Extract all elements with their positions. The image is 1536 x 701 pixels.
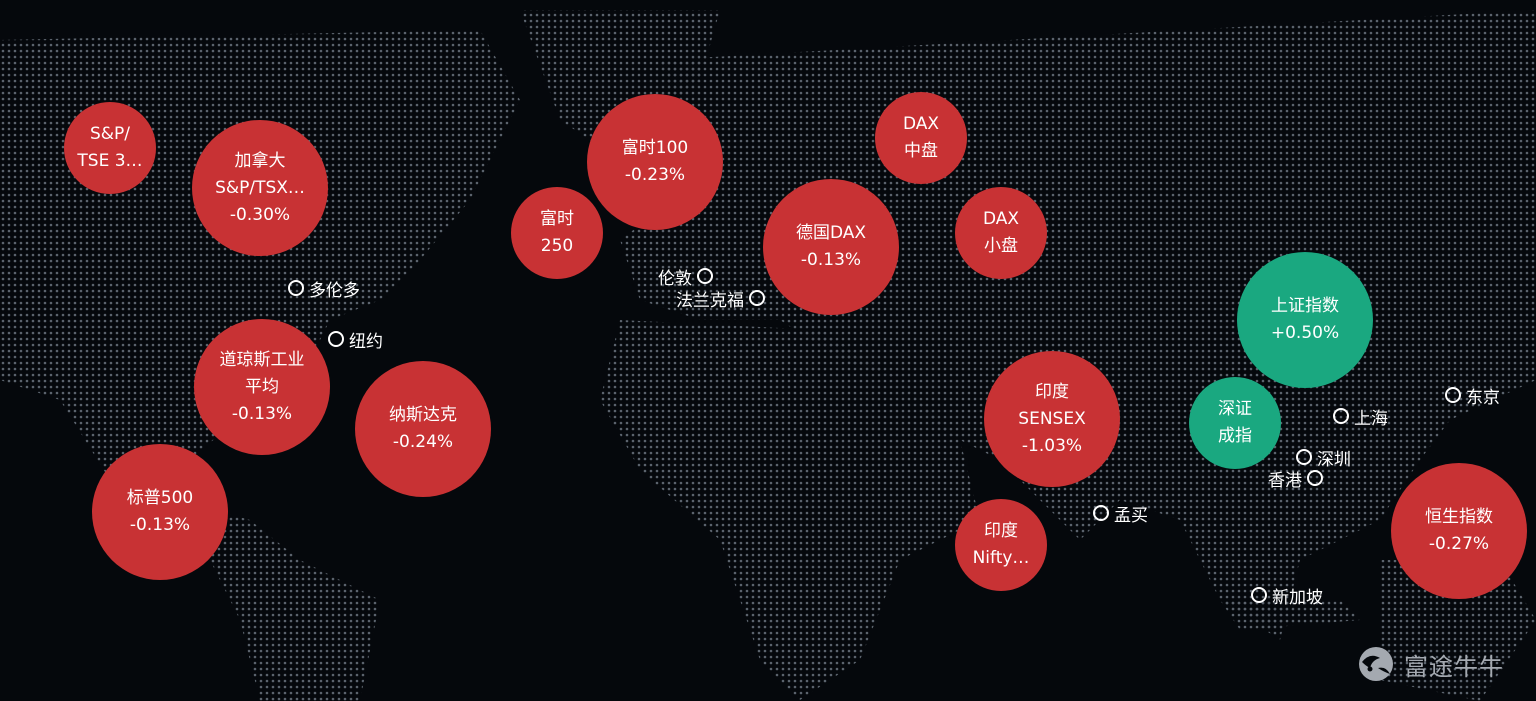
index-name: 平均 (245, 376, 279, 397)
city-dot-icon (1333, 408, 1349, 424)
index-bubble[interactable]: 印度 Nifty… (955, 499, 1047, 591)
index-name: TSE 3… (77, 151, 143, 171)
index-name: 印度 (984, 521, 1018, 541)
index-name: 小盘 (984, 236, 1018, 256)
index-name: SENSEX (1018, 408, 1086, 429)
index-name: 标普500 (126, 488, 194, 508)
city-dot-icon (1445, 387, 1461, 403)
city-label: 深圳 (1317, 449, 1351, 470)
city-marker[interactable]: 伦敦 (653, 264, 713, 289)
index-bubble[interactable]: 恒生指数 -0.27% (1391, 463, 1527, 599)
city-marker[interactable]: 深圳 (1296, 445, 1356, 470)
index-name: Nifty… (972, 548, 1030, 568)
city-marker[interactable]: 纽约 (328, 327, 388, 352)
index-bubble[interactable]: 深证 成指 (1189, 377, 1281, 469)
index-name: 恒生指数 (1425, 507, 1493, 527)
index-change: -0.27% (1428, 534, 1490, 554)
australia (1380, 560, 1536, 701)
africa (600, 320, 980, 700)
index-bubble[interactable]: DAX 中盘 (875, 92, 967, 184)
city-label: 上海 (1354, 408, 1388, 429)
index-bubble[interactable]: S&P/TSE 3… (64, 102, 156, 194)
city-marker[interactable]: 上海 (1333, 404, 1393, 429)
city-marker[interactable]: 多伦多 (288, 276, 365, 301)
city-label: 新加坡 (1272, 587, 1323, 608)
index-name: S&P/ (89, 124, 131, 144)
city-dot-icon (1251, 587, 1267, 603)
city-dot-icon (1296, 449, 1312, 465)
index-name: 道琼斯工业 (219, 349, 305, 370)
index-bubble[interactable]: 标普500 -0.13% (92, 444, 228, 580)
index-change: -0.23% (624, 165, 686, 185)
index-name: 纳斯达克 (389, 405, 457, 425)
index-bubble[interactable]: 道琼斯工业平均 -0.13% (194, 319, 330, 455)
futu-logo-icon (1359, 647, 1393, 681)
city-marker[interactable]: 新加坡 (1251, 583, 1328, 608)
index-name: 德国DAX (795, 223, 867, 243)
watermark-text: 富途牛牛 (1404, 652, 1504, 681)
index-change: -0.13% (231, 403, 293, 424)
index-change: -0.24% (392, 432, 454, 452)
index-name: DAX (982, 209, 1020, 229)
index-name: DAX (902, 114, 940, 134)
city-label: 伦敦 (658, 268, 692, 289)
index-bubble[interactable]: 德国DAX -0.13% (763, 179, 899, 315)
index-change: -0.30% (229, 204, 291, 225)
index-bubble[interactable]: DAX 小盘 (955, 187, 1047, 279)
index-name: 250 (540, 236, 574, 256)
index-name: 成指 (1218, 426, 1252, 446)
index-name: 上证指数 (1271, 296, 1339, 316)
watermark: 富途牛牛 (1356, 644, 1504, 684)
city-dot-icon (328, 331, 344, 347)
city-label: 东京 (1466, 387, 1500, 408)
index-name: 中盘 (904, 141, 938, 161)
city-dot-icon (1093, 505, 1109, 521)
index-bubble[interactable]: 印度 SENSEX -1.03% (984, 351, 1120, 487)
index-change: -0.13% (129, 515, 191, 535)
index-name: 深证 (1218, 399, 1252, 419)
city-dot-icon (288, 280, 304, 296)
index-bubble[interactable]: 上证指数 +0.50% (1237, 252, 1373, 388)
index-bubble[interactable]: 富时 250 (511, 187, 603, 279)
index-name: 富时100 (621, 138, 689, 158)
greenland (520, 10, 720, 160)
index-change: -1.03% (1021, 435, 1083, 456)
city-label: 纽约 (349, 331, 383, 352)
city-label: 孟买 (1114, 505, 1148, 526)
index-name: 加拿大 (234, 150, 286, 171)
eurasia (620, 10, 1536, 640)
city-label: 法兰克福 (676, 290, 744, 311)
city-label: 香港 (1268, 470, 1302, 491)
city-dot-icon (749, 290, 765, 306)
south-america (180, 500, 380, 701)
index-change: +0.50% (1270, 323, 1340, 343)
city-dot-icon (697, 268, 713, 284)
index-bubble[interactable]: 加拿大 S&P/TSX… -0.30% (192, 120, 328, 256)
city-marker[interactable]: 东京 (1445, 383, 1505, 408)
indonesia (1220, 600, 1360, 630)
index-name: S&P/TSX… (215, 177, 305, 198)
index-bubble[interactable]: 纳斯达克 -0.24% (355, 361, 491, 497)
city-marker[interactable]: 香港 (1263, 466, 1323, 491)
index-name: 印度 (1035, 381, 1069, 402)
city-dot-icon (1307, 470, 1323, 486)
city-label: 多伦多 (309, 280, 360, 301)
index-name: 富时 (540, 209, 574, 229)
index-change: -0.13% (800, 250, 862, 270)
city-marker[interactable]: 孟买 (1093, 501, 1153, 526)
city-marker[interactable]: 法兰克福 (671, 286, 765, 311)
index-bubble[interactable]: 富时100 -0.23% (587, 94, 723, 230)
